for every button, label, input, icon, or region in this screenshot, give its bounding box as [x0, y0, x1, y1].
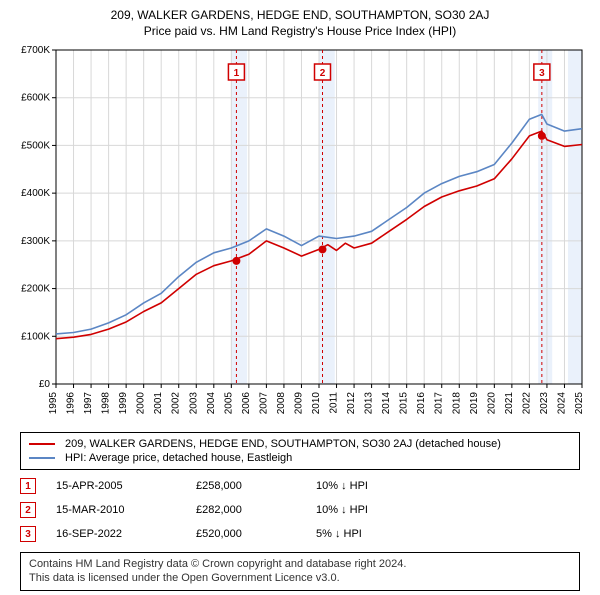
svg-text:1997: 1997: [83, 392, 94, 415]
attribution-footer: Contains HM Land Registry data © Crown c…: [20, 552, 580, 591]
transaction-number-badge: 3: [20, 526, 36, 542]
page-subtitle: Price paid vs. HM Land Registry's House …: [8, 24, 592, 38]
transaction-price: £282,000: [196, 504, 296, 516]
svg-text:2002: 2002: [171, 392, 182, 415]
svg-text:£400K: £400K: [21, 188, 50, 199]
svg-text:2016: 2016: [416, 392, 427, 415]
svg-text:2003: 2003: [188, 392, 199, 415]
svg-text:2020: 2020: [486, 392, 497, 415]
transaction-number-badge: 1: [20, 478, 36, 494]
legend-swatch: [29, 457, 55, 459]
transaction-date: 15-APR-2005: [56, 480, 176, 492]
svg-text:2009: 2009: [293, 392, 304, 415]
svg-text:£300K: £300K: [21, 236, 50, 247]
svg-text:2021: 2021: [504, 392, 515, 415]
footer-line-2: This data is licensed under the Open Gov…: [29, 571, 571, 585]
svg-text:2012: 2012: [346, 392, 357, 415]
price-chart: £0 £100K £200K £300K £400K £500K £600K £700K 199…: [8, 44, 592, 424]
transaction-number-badge: 2: [20, 502, 36, 518]
svg-text:£600K: £600K: [21, 93, 50, 104]
legend: 209, WALKER GARDENS, HEDGE END, SOUTHAMP…: [20, 432, 580, 470]
svg-text:2007: 2007: [258, 392, 269, 415]
svg-text:£0: £0: [39, 379, 51, 390]
transaction-price: £258,000: [196, 480, 296, 492]
svg-text:2013: 2013: [364, 392, 375, 415]
svg-text:2000: 2000: [136, 392, 147, 415]
legend-swatch: [29, 443, 55, 445]
page-title: 209, WALKER GARDENS, HEDGE END, SOUTHAMP…: [8, 8, 592, 22]
svg-text:2025: 2025: [574, 392, 585, 415]
svg-text:2024: 2024: [556, 392, 567, 415]
svg-text:2019: 2019: [469, 392, 480, 415]
svg-text:£700K: £700K: [21, 45, 50, 56]
svg-text:2010: 2010: [311, 392, 322, 415]
transaction-price: £520,000: [196, 528, 296, 540]
svg-text:2014: 2014: [381, 392, 392, 415]
svg-text:2023: 2023: [539, 392, 550, 415]
legend-label: 209, WALKER GARDENS, HEDGE END, SOUTHAMP…: [65, 438, 501, 450]
transaction-date: 15-MAR-2010: [56, 504, 176, 516]
svg-text:3: 3: [539, 68, 545, 79]
legend-label: HPI: Average price, detached house, East…: [65, 452, 292, 464]
svg-text:2005: 2005: [223, 392, 234, 415]
transaction-row: 2 15-MAR-2010 £282,000 10% ↓ HPI: [20, 498, 580, 522]
svg-text:1998: 1998: [101, 392, 112, 415]
svg-text:2006: 2006: [241, 392, 252, 415]
svg-text:2018: 2018: [451, 392, 462, 415]
svg-text:1: 1: [234, 68, 240, 79]
footer-line-1: Contains HM Land Registry data © Crown c…: [29, 557, 571, 571]
svg-text:2011: 2011: [329, 392, 340, 414]
svg-text:2004: 2004: [206, 392, 217, 415]
svg-text:2015: 2015: [399, 392, 410, 415]
transaction-hpi-diff: 10% ↓ HPI: [316, 504, 416, 516]
svg-text:2017: 2017: [434, 392, 445, 415]
svg-text:2008: 2008: [276, 392, 287, 415]
svg-text:1999: 1999: [118, 392, 129, 415]
transactions-table: 1 15-APR-2005 £258,000 10% ↓ HPI 2 15-MAR-201…: [20, 474, 580, 546]
transaction-row: 1 15-APR-2005 £258,000 10% ↓ HPI: [20, 474, 580, 498]
svg-text:2001: 2001: [153, 392, 164, 415]
transaction-date: 16-SEP-2022: [56, 528, 176, 540]
svg-text:£100K: £100K: [21, 331, 50, 342]
legend-item: 209, WALKER GARDENS, HEDGE END, SOUTHAMP…: [29, 437, 571, 451]
transaction-row: 3 16-SEP-2022 £520,000 5% ↓ HPI: [20, 522, 580, 546]
svg-text:2022: 2022: [521, 392, 532, 415]
svg-text:£500K: £500K: [21, 140, 50, 151]
svg-text:1995: 1995: [48, 392, 59, 415]
svg-text:1996: 1996: [66, 392, 77, 415]
transaction-hpi-diff: 10% ↓ HPI: [316, 480, 416, 492]
svg-text:2: 2: [320, 68, 326, 79]
legend-item: HPI: Average price, detached house, East…: [29, 451, 571, 465]
svg-text:£200K: £200K: [21, 284, 50, 295]
transaction-hpi-diff: 5% ↓ HPI: [316, 528, 416, 540]
